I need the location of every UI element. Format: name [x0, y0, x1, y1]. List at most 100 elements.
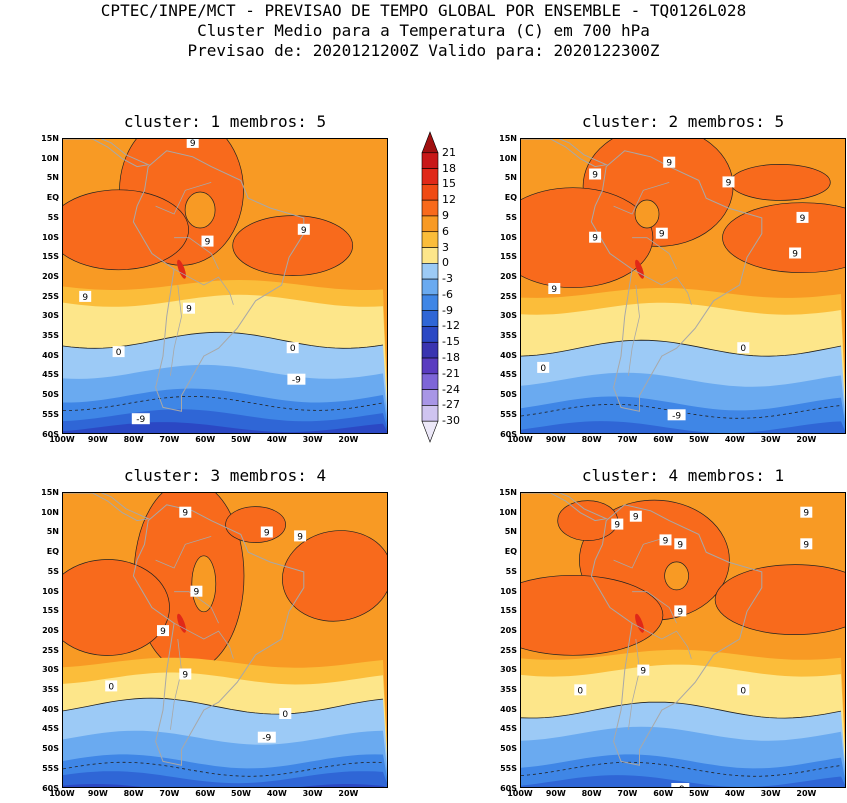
svg-text:9: 9 [640, 667, 646, 677]
colorbar-tick-label: 21 [442, 145, 456, 159]
lon-label: 60W [195, 435, 216, 444]
svg-text:9: 9 [633, 513, 639, 523]
lat-label: 20S [42, 271, 59, 281]
colorbar-swatch [421, 373, 439, 390]
lat-label: 35S [42, 685, 59, 694]
panel-1-title: cluster: 1 membros: 5 [123, 112, 327, 131]
lat-label: 40S [500, 350, 517, 360]
lon-label: 40W [724, 789, 745, 798]
lon-label: 100W [507, 789, 533, 798]
colorbar-tick-label: -24 [442, 382, 460, 396]
colorbar-tick-label: 18 [442, 161, 456, 175]
lat-label: 25S [500, 291, 517, 301]
svg-text:0: 0 [282, 710, 288, 720]
colorbar-tick-label: -9 [442, 303, 453, 317]
lon-label: 50W [231, 789, 251, 798]
lat-label: 30S [500, 311, 517, 321]
temperature-map-cluster-3: 9 9 9 9 9 9 0 0 -9 [62, 492, 388, 788]
lon-label: 30W [302, 435, 323, 444]
lat-label: 60S [42, 783, 59, 793]
svg-text:9: 9 [792, 250, 798, 260]
colorbar-swatch [421, 231, 439, 248]
svg-text:0: 0 [116, 348, 122, 358]
lon-label: 70W [159, 789, 180, 798]
lat-label: 10S [500, 586, 517, 596]
lat-label: 50S [500, 390, 517, 400]
colorbar-swatch [421, 278, 439, 296]
lon-label: 60W [195, 789, 216, 798]
lon-label: 70W [617, 435, 638, 444]
lat-label: 45S [500, 724, 517, 734]
lon-label: 80W [581, 789, 602, 798]
lat-label: 40S [500, 704, 517, 714]
svg-text:9: 9 [205, 238, 211, 248]
lon-label: 90W [87, 789, 108, 798]
lon-label: 20W [796, 435, 817, 444]
colorbar-tick-label: -21 [442, 366, 460, 380]
lat-label: EQ [504, 547, 517, 557]
lat-label: 60S [500, 429, 517, 439]
temperature-map-cluster-2: 9 9 9 9 9 9 9 9 0 0 -9 [520, 138, 846, 434]
lat-label: 30S [500, 665, 517, 675]
svg-text:9: 9 [551, 285, 557, 295]
lon-label: 30W [302, 789, 323, 798]
lon-label: 100W [507, 435, 533, 444]
lat-label: 5N [46, 173, 59, 183]
lat-label: 15S [500, 606, 517, 616]
lat-label: 10S [42, 232, 59, 242]
svg-text:-9: -9 [262, 734, 271, 744]
svg-text:9: 9 [182, 509, 188, 519]
colorbar-swatch [421, 247, 439, 264]
svg-text:9: 9 [803, 540, 809, 550]
lon-label: 20W [338, 789, 359, 798]
lat-label: 45S [42, 724, 59, 734]
lon-label: 40W [266, 789, 287, 798]
lon-label: 90W [545, 789, 566, 798]
svg-text:9: 9 [186, 305, 192, 315]
colorbar-tick-label: -18 [442, 351, 460, 365]
colorbar-swatch [421, 263, 439, 280]
colorbar-swatch [421, 215, 439, 233]
lat-label: 45S [500, 370, 517, 380]
lat-label: 5N [504, 173, 517, 183]
svg-text:9: 9 [190, 139, 196, 149]
lat-label: 10N [41, 153, 59, 163]
lat-label: 15N [499, 488, 517, 497]
lat-label: 5S [47, 566, 59, 576]
lat-label: 60S [500, 783, 517, 793]
lat-label: 15N [41, 134, 59, 143]
lat-label: 55S [42, 763, 59, 773]
colorbar-tick-label: 15 [442, 177, 456, 191]
svg-text:0: 0 [740, 344, 746, 354]
svg-text:-9: -9 [136, 415, 145, 425]
svg-text:0: 0 [108, 682, 114, 692]
lon-label: 50W [231, 435, 251, 444]
lat-label: 35S [500, 685, 517, 694]
lat-label: EQ [46, 547, 59, 557]
svg-text:-9: -9 [676, 785, 685, 788]
svg-text:9: 9 [659, 230, 665, 240]
colorbar-tick-label: 12 [442, 193, 456, 207]
svg-text:9: 9 [677, 540, 683, 550]
lat-label: 15N [499, 134, 517, 143]
lat-label: 20S [42, 625, 59, 635]
colorbar-tick-label: -30 [442, 414, 460, 428]
lat-label: 5N [46, 527, 59, 537]
colorbar-tick-label: -15 [442, 335, 460, 349]
lat-label: 50S [42, 744, 59, 754]
lon-label: 70W [617, 789, 638, 798]
colorbar-swatch [421, 405, 439, 422]
svg-text:9: 9 [182, 671, 188, 681]
colorbar-swatch [421, 294, 439, 311]
lat-label: 20S [500, 625, 517, 635]
svg-text:9: 9 [194, 588, 200, 598]
lat-label: 35S [42, 331, 59, 340]
colorbar-tick-label: 6 [442, 224, 449, 238]
lat-label: 10N [41, 507, 59, 517]
lon-label: 100W [49, 789, 75, 798]
panel-3-title: cluster: 3 membros: 4 [123, 466, 327, 485]
lon-label: 50W [689, 789, 709, 798]
svg-text:9: 9 [800, 214, 806, 224]
lat-label: 40S [42, 350, 59, 360]
